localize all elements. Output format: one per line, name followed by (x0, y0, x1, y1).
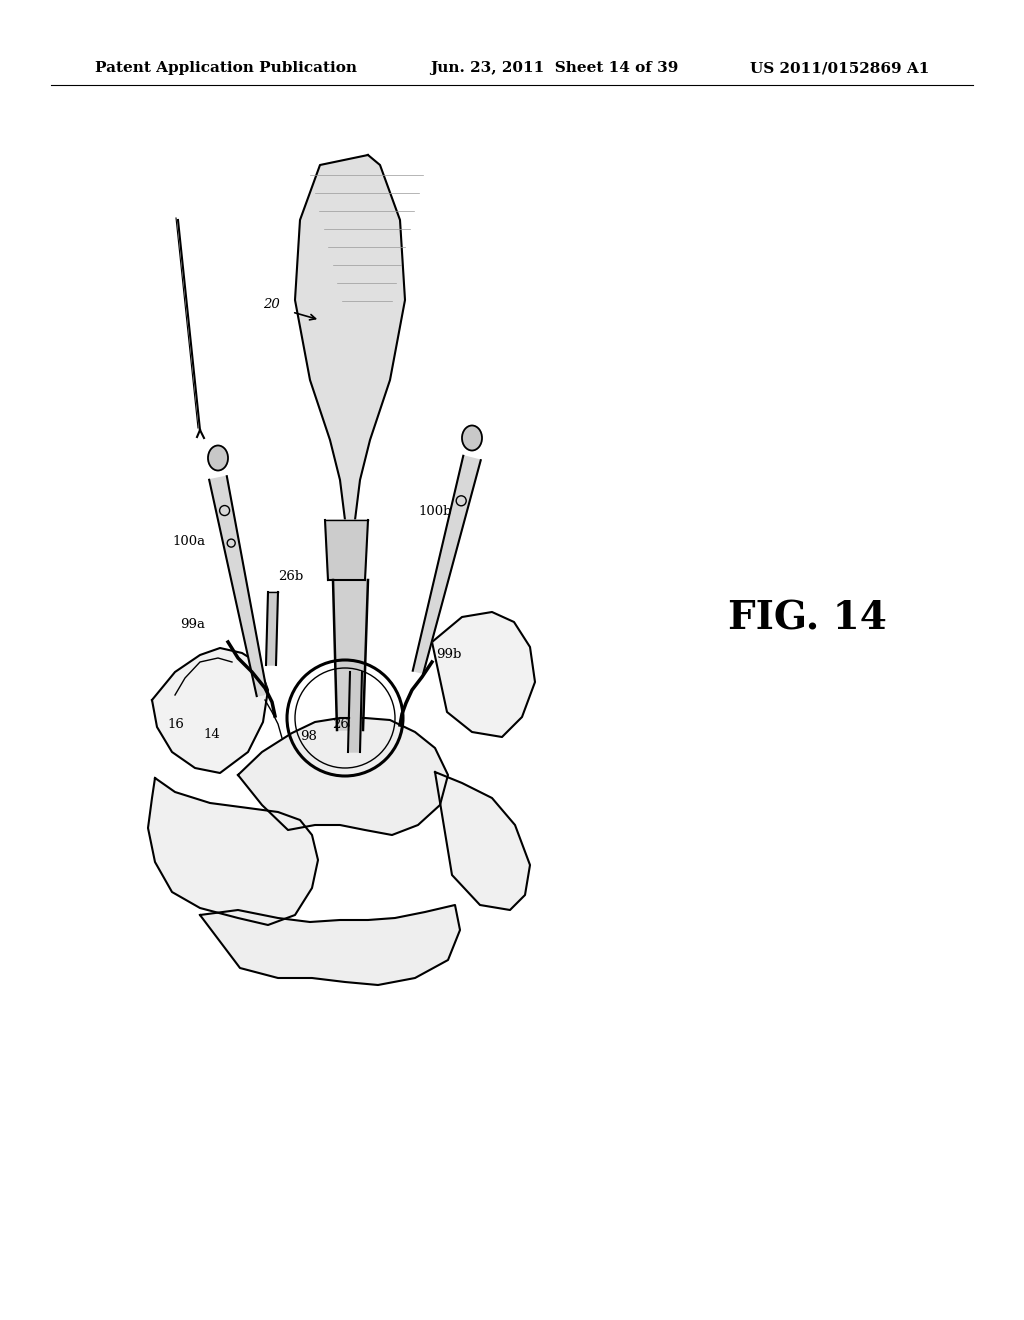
Text: Jun. 23, 2011  Sheet 14 of 39: Jun. 23, 2011 Sheet 14 of 39 (430, 61, 678, 75)
Text: 98: 98 (300, 730, 316, 743)
Text: Patent Application Publication: Patent Application Publication (95, 61, 357, 75)
Polygon shape (238, 718, 449, 836)
Polygon shape (148, 777, 318, 925)
Text: 99b: 99b (436, 648, 462, 661)
Text: 100a: 100a (172, 535, 205, 548)
Polygon shape (435, 772, 530, 909)
Polygon shape (152, 648, 268, 774)
Text: 99a: 99a (180, 618, 205, 631)
Text: 16: 16 (167, 718, 184, 731)
Polygon shape (350, 672, 362, 752)
Polygon shape (209, 477, 267, 696)
Text: 26b: 26b (278, 570, 303, 583)
Text: 14: 14 (203, 729, 220, 741)
Polygon shape (432, 612, 535, 737)
Text: 26a: 26a (332, 718, 357, 731)
Polygon shape (266, 591, 278, 665)
Polygon shape (333, 579, 368, 730)
Text: 100b: 100b (418, 506, 452, 517)
Text: US 2011/0152869 A1: US 2011/0152869 A1 (750, 61, 930, 75)
Ellipse shape (462, 425, 482, 450)
Polygon shape (325, 520, 368, 579)
Polygon shape (413, 455, 480, 673)
Ellipse shape (208, 446, 228, 470)
Text: FIG. 14: FIG. 14 (728, 599, 887, 638)
Text: 20: 20 (263, 298, 280, 312)
Polygon shape (295, 154, 406, 560)
Polygon shape (200, 906, 460, 985)
